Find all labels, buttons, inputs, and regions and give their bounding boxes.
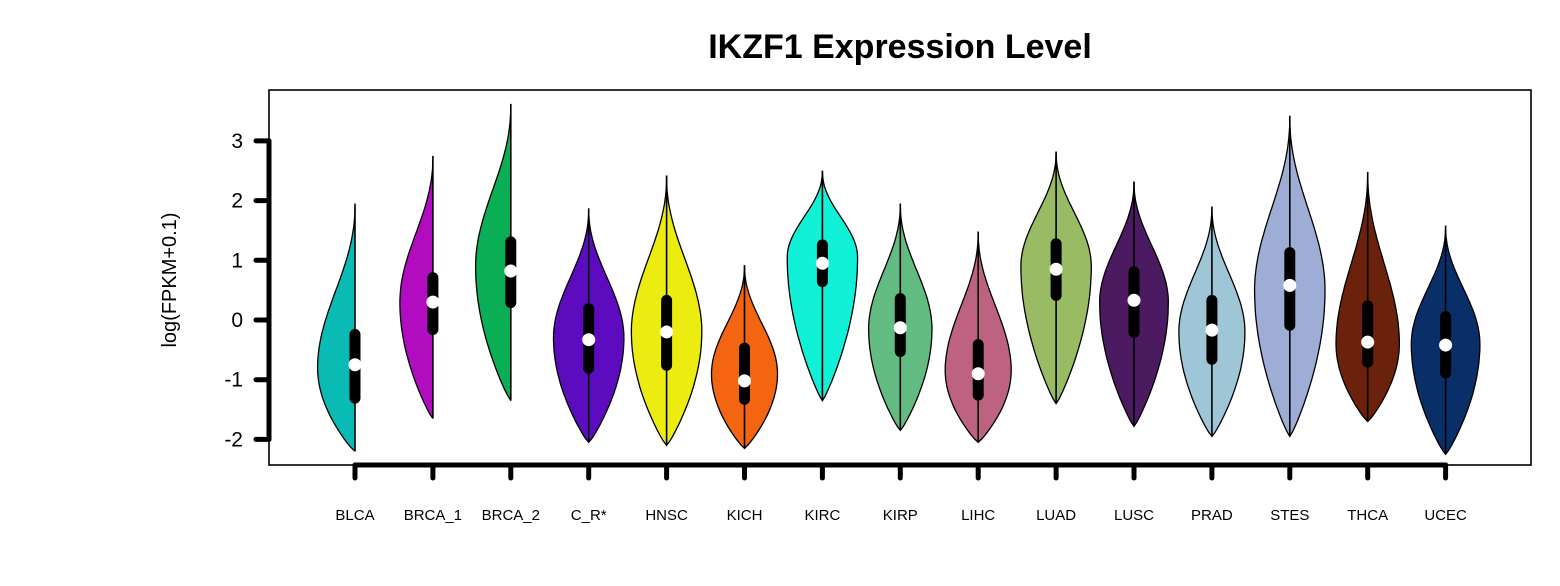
x-tick-label: UCEC [1424, 507, 1467, 524]
violin-iqr-box [1362, 300, 1374, 368]
y-tick-label: 0 [231, 309, 243, 332]
violin-median-point [426, 295, 440, 309]
violin-body [399, 160, 434, 419]
y-tick-label: 3 [231, 130, 243, 153]
y-tick-label: 1 [231, 249, 243, 272]
violin-stes [1253, 115, 1326, 438]
x-axis: BLCA BRCA_1 BRCA_2 C_R* HNSC KICH KIRC KIRP LIHC… [335, 462, 1467, 524]
violin-median-point [504, 264, 518, 278]
violin-median-point [348, 358, 362, 372]
violin-lihc [944, 231, 1012, 444]
violin-brca-1 [399, 155, 440, 419]
violin-lusc [1099, 181, 1169, 428]
violin-hnsc [630, 175, 703, 447]
violin-blca [316, 203, 362, 452]
y-tick-label: -1 [224, 369, 243, 392]
violin-median-point [1205, 323, 1219, 337]
violin-median-point [738, 374, 751, 388]
y-axis-label: log(FPKM+0.1) [159, 212, 181, 347]
violin-kirc [786, 170, 859, 402]
y-axis: -2 -1 0 1 2 3 [224, 130, 272, 451]
x-tick-label: THCA [1347, 507, 1388, 524]
violin-kich [710, 265, 779, 450]
violin-median-point [1361, 335, 1375, 349]
x-tick-label: LUAD [1036, 507, 1076, 524]
violin-prad [1178, 206, 1246, 438]
violin-median-point [815, 256, 829, 270]
violin-c-r- [552, 208, 625, 444]
x-tick-label: PRAD [1191, 507, 1233, 524]
violins-group [316, 103, 1481, 456]
x-tick-label: KIRC [804, 507, 840, 524]
x-tick-label: KICH [727, 507, 763, 524]
violin-median-point [660, 325, 674, 339]
violin-iqr-box [739, 342, 750, 405]
x-tick-label: STES [1270, 507, 1309, 524]
violin-median-point [1127, 293, 1141, 307]
violin-median-point [1283, 278, 1297, 292]
violin-median-point [1049, 262, 1063, 276]
violin-body [316, 207, 356, 452]
violin-median-point [893, 321, 907, 335]
x-tick-label: BLCA [335, 507, 374, 524]
violin-body [474, 108, 512, 401]
chart-title: IKZF1 Expression Level [708, 28, 1092, 66]
x-tick-label: C_R* [571, 507, 607, 524]
violin-ucec [1410, 225, 1481, 456]
x-tick-label: BRCA_2 [482, 507, 540, 524]
y-tick-label: -2 [224, 428, 243, 451]
y-tick-label: 2 [231, 190, 243, 213]
x-tick-label: KIRP [883, 507, 918, 524]
violin-brca-2 [474, 103, 518, 401]
violin-kirp [867, 203, 933, 432]
violin-luad [1020, 151, 1092, 405]
x-tick-label: HNSC [645, 507, 688, 524]
violin-median-point [582, 333, 596, 347]
violin-thca [1335, 171, 1401, 423]
x-tick-label: BRCA_1 [404, 507, 462, 524]
x-tick-label: LUSC [1114, 507, 1154, 524]
violin-median-point [971, 367, 985, 381]
x-tick-label: LIHC [961, 507, 995, 524]
violin-median-point [1439, 338, 1453, 352]
